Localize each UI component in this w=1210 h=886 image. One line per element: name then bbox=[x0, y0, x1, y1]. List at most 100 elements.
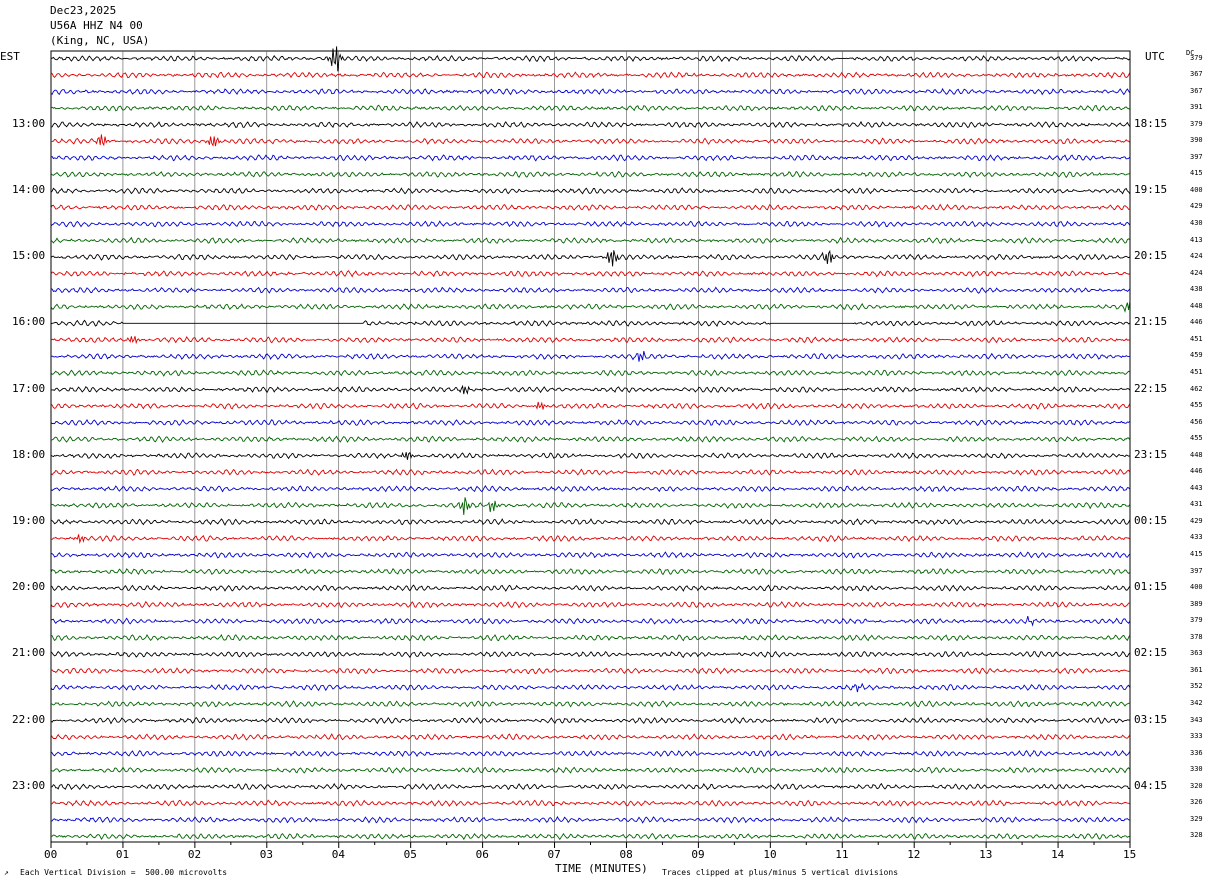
dc-offset-label: 400 bbox=[1190, 583, 1203, 592]
seismic-trace bbox=[50, 120, 1131, 129]
seismic-trace bbox=[50, 551, 1131, 559]
footer-mark: ↗ bbox=[4, 868, 9, 877]
dc-offset-label: 326 bbox=[1190, 798, 1203, 807]
dc-offset-label: 330 bbox=[1190, 765, 1203, 774]
seismic-trace bbox=[50, 104, 1131, 112]
x-tick-label: 13 bbox=[979, 848, 993, 861]
seismic-trace bbox=[50, 369, 1130, 377]
seismic-trace bbox=[50, 832, 1130, 841]
clip-note: Traces clipped at plus/minus 5 vertical … bbox=[662, 868, 899, 877]
seismic-trace bbox=[50, 87, 1131, 96]
seismic-trace bbox=[50, 749, 1131, 758]
seismic-trace bbox=[50, 134, 1131, 147]
seismic-trace bbox=[50, 600, 1130, 609]
left-timezone-label: EST bbox=[0, 50, 20, 63]
dc-offset-label: 451 bbox=[1190, 334, 1203, 343]
dc-offset-label: 390 bbox=[1190, 136, 1203, 145]
dc-offset-label: 320 bbox=[1190, 781, 1203, 790]
dc-offset-label: 429 bbox=[1190, 516, 1203, 525]
dc-offset-label: 379 bbox=[1190, 616, 1203, 625]
seismic-trace bbox=[50, 203, 1130, 211]
scale-note: Each Vertical Division = 500.00 microvol… bbox=[20, 868, 228, 877]
right-hour-label: 20:15 bbox=[1134, 249, 1168, 263]
dc-offset-label: 367 bbox=[1190, 70, 1203, 79]
seismic-trace bbox=[50, 46, 1131, 72]
dc-offset-label: 333 bbox=[1190, 732, 1203, 741]
seismic-trace bbox=[50, 534, 1131, 544]
seismic-trace bbox=[50, 270, 1130, 278]
seismic-trace bbox=[50, 766, 1131, 774]
dc-offset-label: 443 bbox=[1190, 483, 1203, 492]
right-hour-label: 18:15 bbox=[1134, 116, 1168, 130]
x-axis-label: TIME (MINUTES) bbox=[555, 862, 648, 875]
seismic-trace bbox=[50, 350, 1130, 362]
left-hour-label: 13:00 bbox=[12, 116, 46, 130]
seismic-trace bbox=[50, 154, 1131, 162]
right-hour-label: 23:15 bbox=[1134, 447, 1168, 461]
seismic-trace bbox=[50, 384, 1131, 395]
seismic-trace bbox=[50, 286, 1131, 294]
seismic-trace bbox=[50, 497, 1131, 515]
seismic-trace bbox=[50, 301, 1131, 313]
dc-offset-label: 415 bbox=[1190, 550, 1203, 558]
seismic-trace bbox=[50, 468, 1131, 476]
dc-offset-label: 456 bbox=[1190, 417, 1203, 426]
dc-offset-label: 397 bbox=[1190, 566, 1203, 575]
x-tick-label: 12 bbox=[907, 848, 921, 861]
right-hour-label: 01:15 bbox=[1134, 580, 1168, 594]
seismic-trace bbox=[50, 615, 1131, 627]
seismic-trace bbox=[50, 716, 1130, 725]
seismic-trace bbox=[50, 170, 1131, 179]
dc-offset-label: 379 bbox=[1190, 119, 1203, 128]
dc-offset-label: 378 bbox=[1190, 632, 1203, 641]
seismic-trace bbox=[50, 451, 1130, 460]
dc-offset-label: 438 bbox=[1190, 285, 1203, 294]
seismic-trace bbox=[50, 236, 1131, 245]
dc-offset-label: 328 bbox=[1190, 831, 1203, 840]
left-hour-label: 17:00 bbox=[12, 381, 46, 395]
dc-offset-label: 343 bbox=[1190, 715, 1203, 724]
left-hour-label: 22:00 bbox=[12, 712, 46, 726]
x-tick-label: 09 bbox=[691, 848, 705, 861]
dc-offset-label: 397 bbox=[1190, 152, 1203, 161]
seismic-trace bbox=[50, 220, 1131, 228]
right-hour-label: 04:15 bbox=[1134, 778, 1168, 792]
dc-offset-label: 451 bbox=[1190, 367, 1203, 376]
dc-offset-label: 352 bbox=[1190, 682, 1203, 691]
right-hour-label: 22:15 bbox=[1134, 381, 1168, 395]
x-tick-label: 14 bbox=[1051, 848, 1065, 861]
right-hour-label: 03:15 bbox=[1134, 712, 1168, 726]
seismic-trace bbox=[50, 633, 1131, 642]
dc-offset-label: 455 bbox=[1190, 401, 1203, 410]
dc-offset-label: 342 bbox=[1190, 698, 1203, 707]
dc-offset-label: 455 bbox=[1190, 434, 1203, 443]
left-hour-label: 14:00 bbox=[12, 182, 46, 196]
plot-frame bbox=[50, 50, 1131, 843]
x-tick-label: 11 bbox=[835, 848, 849, 861]
seismic-trace bbox=[50, 682, 1131, 693]
dc-header-label: DC bbox=[1186, 49, 1195, 57]
dc-offset-label: 448 bbox=[1190, 450, 1203, 459]
x-tick-label: 02 bbox=[187, 848, 202, 861]
dc-offset-label: 379 bbox=[1190, 53, 1203, 62]
right-hour-label: 21:15 bbox=[1134, 315, 1168, 329]
dc-offset-label: 459 bbox=[1190, 351, 1203, 360]
x-tick-label: 08 bbox=[619, 848, 633, 861]
dc-offset-label: 363 bbox=[1190, 649, 1203, 658]
dc-offset-label: 430 bbox=[1190, 219, 1203, 227]
right-hour-label: 02:15 bbox=[1134, 646, 1168, 660]
x-tick-label: 07 bbox=[547, 848, 561, 861]
right-timezone-label: UTC bbox=[1145, 50, 1165, 63]
seismic-trace bbox=[50, 319, 1131, 328]
header-date: Dec23,2025 bbox=[50, 4, 117, 17]
seismic-trace bbox=[50, 667, 1130, 675]
dc-offset-label: 400 bbox=[1190, 185, 1203, 194]
dc-offset-label: 446 bbox=[1190, 467, 1203, 476]
x-tick-label: 01 bbox=[115, 848, 130, 861]
seismic-trace bbox=[50, 418, 1131, 427]
seismic-trace bbox=[50, 401, 1131, 410]
x-tick-label: 04 bbox=[331, 848, 345, 861]
dc-offset-label: 462 bbox=[1190, 384, 1203, 393]
seismic-trace bbox=[50, 336, 1130, 345]
